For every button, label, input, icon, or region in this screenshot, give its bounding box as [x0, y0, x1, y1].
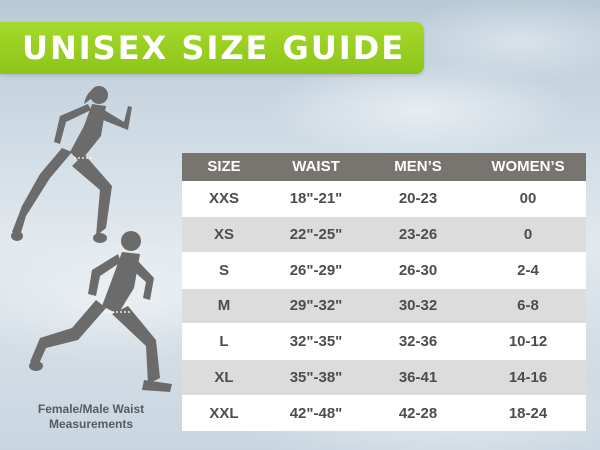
cell-mens: 26-30: [366, 252, 470, 289]
caption-line-2: Measurements: [48, 417, 134, 431]
cell-waist: 35"-38": [266, 359, 366, 396]
header-womens: WOMEN’S: [470, 153, 586, 181]
cell-size: XXS: [182, 181, 266, 217]
table-row: XXS 18"-21" 20-23 00: [182, 181, 586, 217]
cell-waist: 18"-21": [266, 181, 366, 217]
table-row: XS 22"-25" 23-26 0: [182, 216, 586, 253]
header-mens: MEN’S: [366, 153, 470, 181]
title-banner: UNISEX SIZE GUIDE: [0, 22, 424, 74]
page-title: UNISEX SIZE GUIDE: [22, 29, 406, 67]
cell-womens: 14-16: [470, 359, 586, 396]
cell-womens: 0: [470, 216, 586, 253]
cell-mens: 20-23: [366, 181, 470, 217]
table-row: XL 35"-38" 36-41 14-16: [182, 359, 586, 396]
illustration-caption: Female/Male Waist Measurements: [28, 402, 154, 432]
header-waist: WAIST: [266, 153, 366, 181]
size-chart-table: SIZE WAIST MEN’S WOMEN’S XXS 18"-21" 20-…: [182, 153, 586, 431]
cell-womens: 6-8: [470, 288, 586, 324]
cell-size: XS: [182, 216, 266, 253]
cell-mens: 32-36: [366, 323, 470, 360]
cell-waist: 26"-29": [266, 252, 366, 289]
cell-mens: 23-26: [366, 216, 470, 253]
caption-line-1: Female/Male Waist: [37, 402, 145, 416]
cell-waist: 42"-48": [266, 395, 366, 431]
header-size: SIZE: [182, 153, 266, 181]
male-runner-icon: [29, 231, 172, 392]
cell-size: M: [182, 288, 266, 324]
cell-womens: 18-24: [470, 395, 586, 431]
table-row: XXL 42"-48" 42-28 18-24: [182, 395, 586, 431]
cell-size: XL: [182, 359, 266, 396]
cell-size: XXL: [182, 395, 266, 431]
female-runner-icon: [11, 86, 132, 243]
table-header-row: SIZE WAIST MEN’S WOMEN’S: [182, 153, 586, 181]
cell-size: S: [182, 252, 266, 289]
table-row: M 29"-32" 30-32 6-8: [182, 288, 586, 324]
table-row: L 32"-35" 32-36 10-12: [182, 323, 586, 360]
cell-waist: 22"-25": [266, 216, 366, 253]
cell-size: L: [182, 323, 266, 360]
cell-waist: 32"-35": [266, 323, 366, 360]
cell-womens: 00: [470, 181, 586, 217]
cell-waist: 29"-32": [266, 288, 366, 324]
cell-mens: 30-32: [366, 288, 470, 324]
cell-mens: 36-41: [366, 359, 470, 396]
table-row: S 26"-29" 26-30 2-4: [182, 252, 586, 289]
cell-womens: 10-12: [470, 323, 586, 360]
cell-womens: 2-4: [470, 252, 586, 289]
runners-illustration: [11, 86, 172, 392]
cell-mens: 42-28: [366, 395, 470, 431]
